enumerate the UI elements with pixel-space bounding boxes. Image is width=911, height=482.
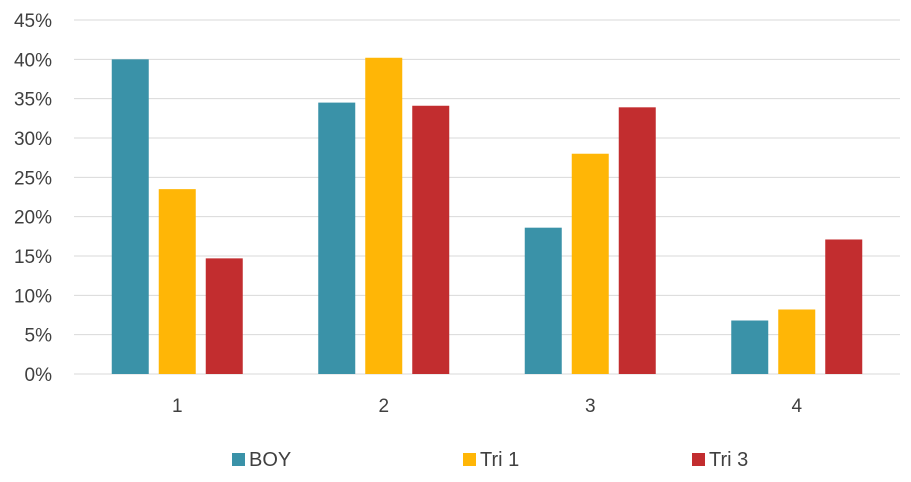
y-tick-label: 45% (14, 11, 52, 32)
bar-tri-3-2 (412, 105, 450, 374)
bar-tri-3-1 (205, 258, 243, 374)
legend: BOY Tri 1 Tri 3 (232, 449, 748, 471)
bar-tri-1-1 (158, 189, 196, 374)
x-tick-label: 4 (791, 396, 802, 417)
y-tick-label: 35% (14, 90, 52, 111)
bar-tri-1-4 (778, 309, 816, 374)
x-tick-label: 1 (172, 396, 183, 417)
y-tick-label: 10% (14, 286, 52, 307)
legend-swatch (232, 453, 245, 466)
y-tick-label: 25% (14, 168, 52, 189)
bars (111, 57, 863, 374)
bar-tri-1-2 (365, 57, 403, 374)
y-tick-label: 5% (25, 326, 53, 347)
y-axis-ticks: 0% 5% 10% 15% 20% 25% 30% 35% 40% 45% (14, 11, 52, 386)
x-tick-label: 3 (585, 396, 596, 417)
y-tick-label: 20% (14, 208, 52, 229)
bar-tri-1-3 (571, 153, 609, 374)
y-tick-label: 40% (14, 50, 52, 71)
bar-tri-3-3 (618, 107, 656, 374)
x-axis-ticks: 1 2 3 4 (172, 396, 803, 417)
bar-boy-3 (524, 227, 562, 374)
bar-tri-3-4 (825, 239, 863, 374)
bar-boy-4 (731, 320, 769, 374)
bar-boy-2 (318, 102, 356, 374)
bar-boy-1 (111, 59, 149, 374)
y-tick-label: 0% (25, 365, 53, 386)
y-tick-label: 15% (14, 247, 52, 268)
gridlines (74, 19, 900, 375)
x-tick-label: 2 (378, 396, 389, 417)
y-tick-label: 30% (14, 129, 52, 150)
legend-label: Tri 3 (709, 449, 748, 471)
legend-swatch (463, 453, 476, 466)
legend-swatch (692, 453, 705, 466)
legend-label: Tri 1 (480, 449, 519, 471)
legend-label: BOY (249, 449, 291, 471)
